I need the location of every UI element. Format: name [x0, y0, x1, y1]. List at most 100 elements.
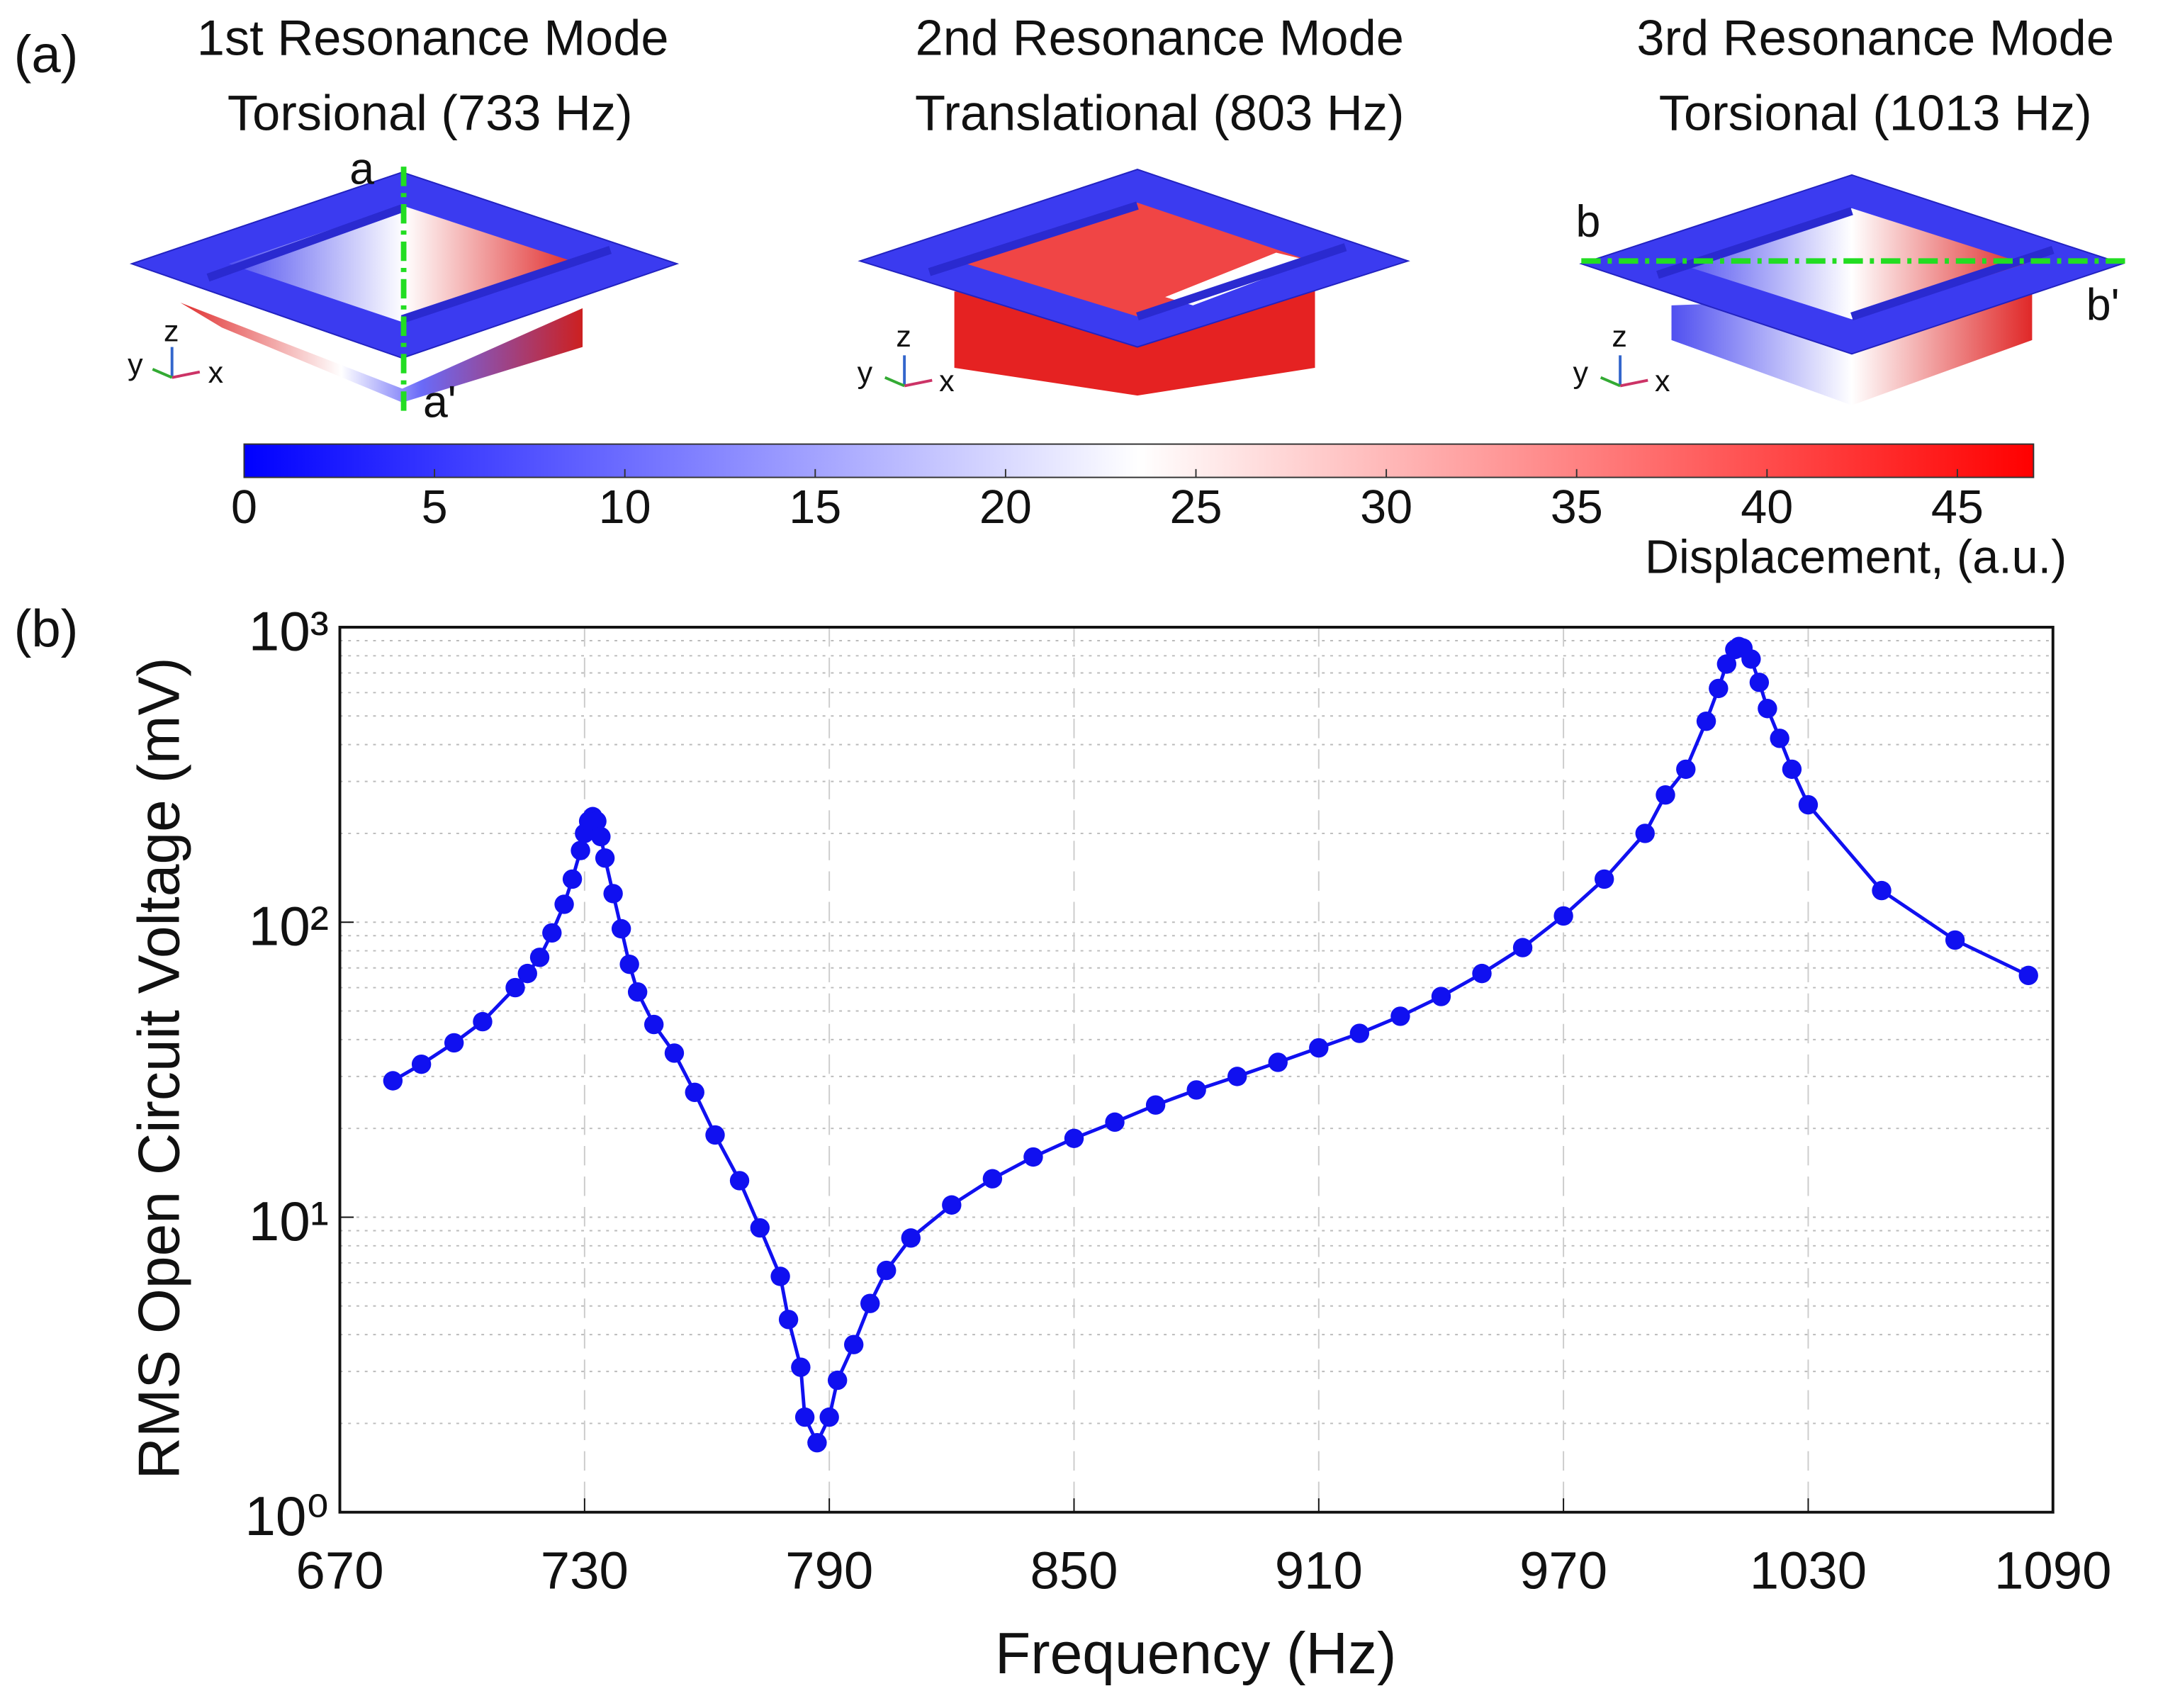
- data-point: [1186, 1080, 1206, 1100]
- data-point: [627, 982, 648, 1002]
- data-point: [1770, 729, 1789, 748]
- data-point: [571, 841, 590, 860]
- data-point: [1227, 1067, 1247, 1086]
- data-point: [554, 894, 574, 914]
- data-point: [603, 884, 623, 904]
- data-point: [1709, 678, 1729, 699]
- x-tick-label: 730: [541, 1541, 629, 1600]
- data-point: [517, 963, 537, 984]
- colorbar-tick-label: 25: [1169, 481, 1222, 534]
- x-tick-label: 910: [1275, 1541, 1363, 1600]
- data-point: [778, 1310, 799, 1330]
- data-point: [1431, 987, 1451, 1006]
- colorbar-tick-label: 40: [1741, 481, 1793, 534]
- panel-label: (a): [14, 25, 79, 84]
- colorbar-label: Displacement, (a.u.): [1645, 532, 2067, 584]
- data-point: [1349, 1023, 1370, 1043]
- section-label: b: [1575, 197, 1600, 247]
- data-point: [982, 1169, 1003, 1189]
- triad-y: y: [128, 347, 143, 381]
- data-point: [664, 1043, 685, 1063]
- colorbar-tick-label: 5: [422, 481, 448, 534]
- data-point: [1512, 938, 1533, 957]
- data-point: [1872, 880, 1892, 901]
- colorbar-tick-label: 15: [789, 481, 841, 534]
- data-point: [1741, 649, 1761, 669]
- section-label: a': [423, 377, 456, 427]
- y-tick-label: 10³: [249, 600, 329, 662]
- y-tick-label: 10¹: [249, 1190, 329, 1252]
- x-tick-label: 670: [296, 1541, 383, 1600]
- data-point: [1023, 1147, 1043, 1167]
- data-point: [562, 869, 583, 889]
- data-point: [587, 811, 607, 831]
- data-point: [1758, 699, 1777, 719]
- data-point: [1635, 824, 1655, 843]
- data-point: [1145, 1095, 1166, 1115]
- data-point: [1798, 794, 1819, 815]
- section-label: a: [349, 145, 374, 194]
- mode-subtitle: Torsional (733 Hz): [227, 84, 633, 140]
- data-point: [2018, 965, 2038, 986]
- data-point: [383, 1071, 403, 1091]
- data-point: [1716, 654, 1737, 674]
- data-point: [705, 1125, 725, 1145]
- data-point: [807, 1432, 827, 1453]
- data-point: [1676, 759, 1696, 780]
- data-point: [942, 1195, 962, 1215]
- x-tick-label: 850: [1030, 1541, 1118, 1600]
- data-point: [843, 1335, 864, 1354]
- mode-title: 3rd Resonance Mode: [1636, 10, 2114, 66]
- triad-z: z: [1612, 320, 1627, 354]
- data-point: [1268, 1052, 1288, 1072]
- x-tick-label: 1090: [1994, 1541, 2111, 1600]
- x-tick-label: 790: [785, 1541, 873, 1600]
- data-point: [1390, 1006, 1410, 1026]
- y-tick-label: 10⁰: [245, 1485, 328, 1547]
- data-point: [1656, 785, 1675, 805]
- data-point: [411, 1054, 432, 1074]
- triad-y: y: [1573, 356, 1589, 390]
- triad-x: x: [208, 356, 224, 390]
- data-point: [542, 923, 562, 943]
- colorbar-tick-label: 10: [599, 481, 651, 534]
- data-point: [1945, 930, 1965, 950]
- data-point: [1749, 673, 1770, 692]
- data-point: [794, 1407, 815, 1427]
- data-point: [643, 1014, 664, 1035]
- data-point: [1696, 711, 1716, 731]
- data-point: [1782, 759, 1802, 780]
- data-point: [611, 918, 631, 939]
- mode-3-render: [1579, 174, 2125, 405]
- colorbar-tick-label: 30: [1360, 481, 1412, 534]
- colorbar-tick-label: 20: [979, 481, 1032, 534]
- data-point: [1309, 1038, 1329, 1058]
- data-point: [791, 1357, 811, 1377]
- data-point: [827, 1370, 848, 1390]
- x-tick-label: 970: [1519, 1541, 1607, 1600]
- data-point: [1594, 869, 1614, 889]
- x-tick-label: 1030: [1750, 1541, 1867, 1600]
- data-point: [901, 1228, 921, 1248]
- data-point: [685, 1082, 704, 1103]
- data-point: [444, 1033, 464, 1053]
- data-point: [750, 1218, 770, 1238]
- colorbar: [243, 443, 2035, 478]
- triad-z: z: [164, 314, 179, 348]
- triad-y: y: [858, 356, 873, 390]
- data-point: [1472, 963, 1492, 984]
- data-point: [591, 826, 611, 847]
- mode-1-render: [129, 167, 680, 414]
- colorbar-tick-label: 35: [1551, 481, 1603, 534]
- data-point: [819, 1407, 839, 1427]
- data-point: [505, 977, 525, 998]
- mode-subtitle: Translational (803 Hz): [915, 84, 1404, 140]
- data-point: [529, 948, 550, 967]
- section-label: b': [2086, 280, 2120, 330]
- axis-triads: [152, 347, 1648, 388]
- triad-z: z: [896, 320, 911, 354]
- plot-frame: [338, 626, 2055, 1514]
- data-point: [729, 1171, 750, 1191]
- data-point: [1105, 1112, 1125, 1133]
